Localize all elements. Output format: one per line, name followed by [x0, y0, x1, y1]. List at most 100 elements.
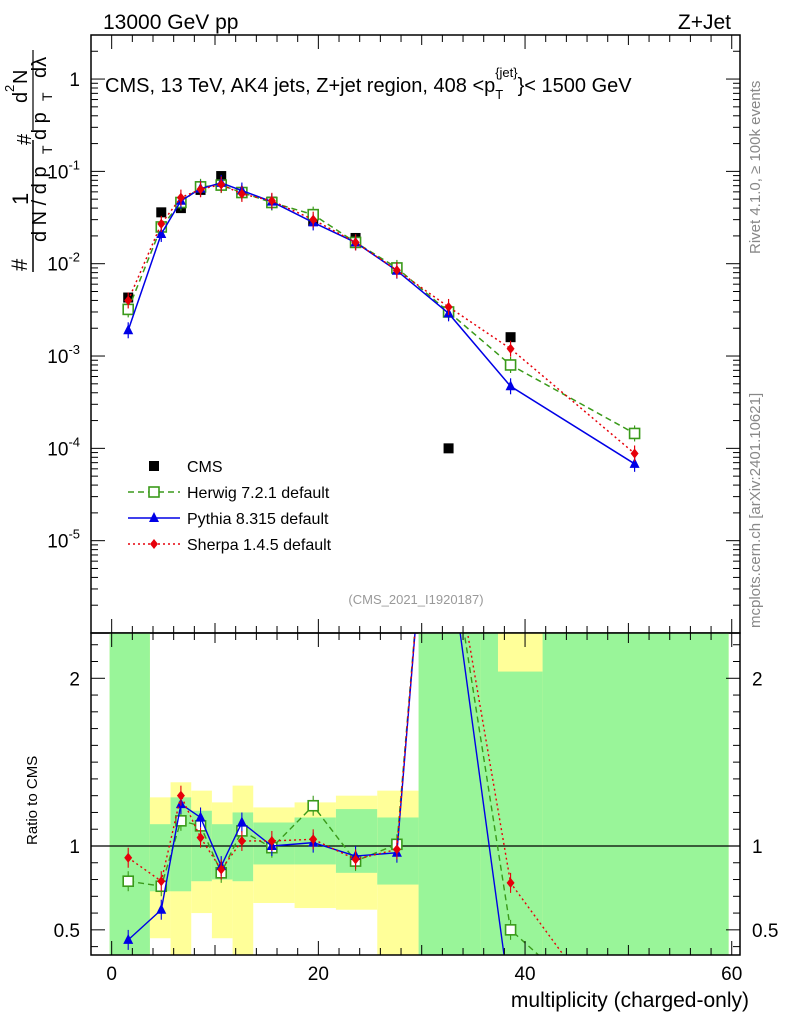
sherpa-ratio-point [176, 790, 185, 801]
pythia-ratio-point [236, 816, 247, 827]
cms-legend-label: CMS [187, 459, 223, 476]
ytick-label: 10-5 [47, 527, 80, 553]
pythia-ratio-point [156, 903, 167, 914]
sherpa-legend-label: Sherpa 1.4.5 default [187, 537, 332, 554]
title-part-sup: {jet} [495, 65, 518, 80]
ratio-ytick-label-right: 1 [752, 837, 763, 858]
ylabel-d: d [10, 92, 32, 103]
sherpa-point [124, 295, 133, 306]
ratio-marks [91, 633, 740, 955]
sherpa-ratio-point [351, 854, 360, 865]
ylabel-hash-1: # [7, 258, 32, 271]
sherpa-ratio-point [309, 834, 318, 845]
title-part-sub: T [495, 87, 503, 102]
ylabel-sup-2: 2 [2, 85, 17, 92]
herwig-ratio-point [175, 815, 187, 827]
sherpa-ratio-point [237, 835, 246, 846]
xtick-label: 0 [106, 964, 117, 985]
sherpa-point [237, 188, 246, 199]
cms-point [156, 207, 167, 218]
ratio-xlabel: multiplicity (charged-only) [511, 989, 749, 1012]
ratio-ylabel: Ratio to CMS [24, 756, 41, 845]
sherpa-ratio-point [267, 835, 276, 846]
sherpa-ratio-point [217, 864, 226, 875]
sherpa-point [444, 301, 453, 312]
ytick-label: 1 [69, 70, 80, 91]
ylabel-t-sub-1: T [39, 145, 55, 154]
herwig-point [504, 359, 517, 371]
sherpa-point [351, 237, 360, 248]
title-part-1: CMS, 13 TeV, AK4 jets, Z+jet region, 408… [105, 75, 495, 97]
title-part-2: }< 1500 GeV [518, 75, 633, 97]
pythia-legend-marker [149, 512, 159, 522]
ratio-bands [109, 633, 729, 955]
ratio-ytick-label: 1 [69, 837, 80, 858]
cms-point [505, 332, 516, 343]
herwig-line [127, 184, 635, 435]
bands-clipped [109, 633, 729, 955]
sherpa-legend-marker [150, 539, 158, 549]
sherpa-point [217, 179, 226, 190]
ratio-panel: 0.5 0.51 12 20 20 40 60 Ratio to CMS multiplic… [24, 632, 778, 1012]
herwig-point [628, 427, 641, 440]
ylabel-hash-2: # [14, 133, 36, 145]
pythia-point [505, 380, 516, 391]
pythia-point [156, 227, 167, 238]
green-band [418, 633, 481, 955]
yellow-band-top [497, 633, 543, 672]
herwig-legend-marker [148, 486, 160, 498]
sherpa-point [392, 265, 401, 276]
sherpa-point [630, 448, 639, 459]
ylabel-t-sub-2: T [39, 92, 55, 101]
cms-legend-marker [149, 461, 159, 471]
herwig-ratio-point [122, 875, 135, 888]
green-band [211, 824, 233, 880]
sherpa-ratio-point [196, 832, 205, 843]
ytick-label: 10-1 [47, 157, 80, 183]
main-ticks: 10-5 10-4 10-3 10-2 10-1 1 [47, 34, 740, 634]
sherpa-point [176, 192, 185, 203]
ratio-data [91, 633, 740, 955]
green-band [480, 633, 543, 955]
pythia-point [629, 457, 640, 468]
pythia-line [127, 182, 635, 465]
main-panel: 10-5 10-4 10-3 10-2 10-1 1 CMS, 13 TeV, AK4 j… [47, 34, 741, 634]
mcplots-label: mcplots.cern.ch [arXiv:2401.10621] [747, 393, 764, 628]
rivet-label: Rivet 4.1.0, ≥ 100k events [747, 81, 764, 254]
sherpa-ratio-point [506, 877, 515, 888]
ratio-ytick-label-right: 0.5 [752, 921, 778, 942]
legend: CMS Herwig 7.2.1 default Pythia 8.315 defa… [128, 459, 332, 554]
sherpa-ratio-point [157, 876, 166, 887]
watermark: (CMS_2021_I1920187) [348, 592, 483, 607]
ylabel-dpt: d p [29, 112, 51, 140]
sherpa-ratio-point [124, 852, 133, 863]
pythia-legend-label: Pythia 8.315 default [187, 511, 329, 528]
xtick-label: 60 [721, 964, 742, 985]
pythia-point [123, 324, 134, 335]
ytick-label: 10-2 [47, 250, 80, 276]
ratio-ytick-label: 0.5 [54, 921, 80, 942]
green-band [109, 633, 150, 955]
main-title: CMS, 13 TeV, AK4 jets, Z+jet region, 408… [105, 65, 632, 102]
ratio-frame [90, 632, 741, 956]
sherpa-point [309, 214, 318, 225]
green-band [542, 633, 729, 955]
ylabel-dn-dpt: d N / d p [29, 166, 51, 242]
ylabel-dlambda: dλ [29, 57, 51, 78]
ylabel-one: 1 [8, 193, 33, 205]
ratio-ytick-label-right: 2 [752, 669, 763, 690]
ratio-ticks: 0.5 0.51 12 20 20 40 60 [54, 633, 778, 985]
xtick-label: 40 [514, 964, 535, 985]
herwig-ratio-point [307, 799, 319, 812]
ratio-ytick-label: 2 [69, 669, 80, 690]
herwig-legend-label: Herwig 7.2.1 default [187, 485, 330, 502]
cms-point [443, 443, 454, 454]
main-data [122, 171, 641, 472]
header-right: Z+Jet [678, 11, 731, 34]
xtick-label: 20 [308, 964, 329, 985]
header-left: 13000 GeV pp [103, 11, 238, 34]
sherpa-point [267, 195, 276, 206]
ytick-label: 10-4 [47, 434, 80, 460]
pythia-ratio-point [123, 933, 134, 944]
